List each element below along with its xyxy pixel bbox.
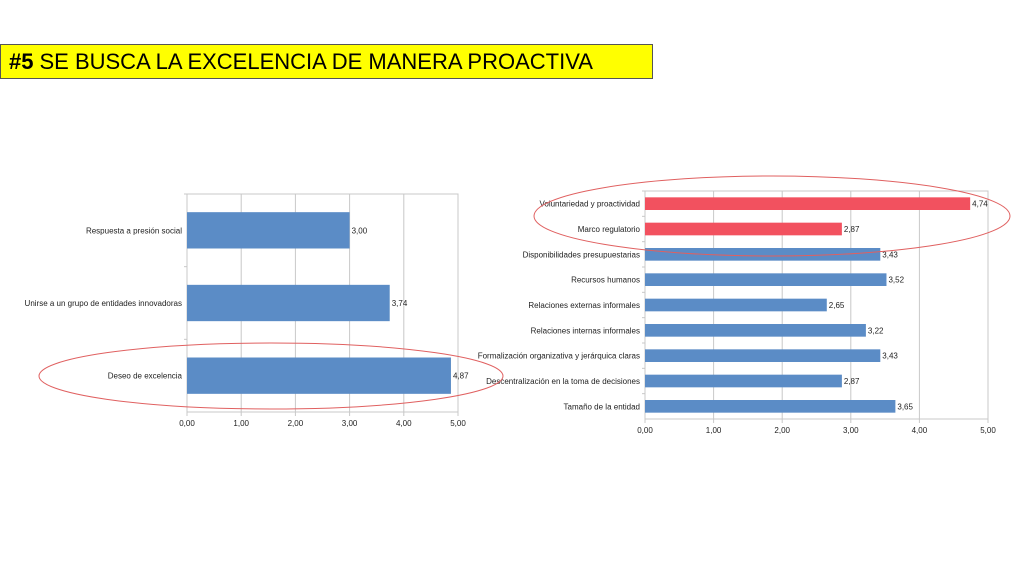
bar xyxy=(645,197,971,210)
value-label: 3,65 xyxy=(897,402,913,411)
highlight-ellipses xyxy=(38,175,1011,410)
x-tick-label: 5,00 xyxy=(980,426,996,435)
bar xyxy=(645,222,842,236)
bar xyxy=(645,248,881,261)
bar xyxy=(645,374,842,388)
x-tick-label: 3,00 xyxy=(342,419,358,428)
x-tick-label: 2,00 xyxy=(774,426,790,435)
chart-right: 0,00 1,00 2,00 3,00 4,00 5,00 Voluntariedad y … xyxy=(478,190,996,435)
highlight-ellipse-left xyxy=(38,342,504,410)
slide-title-text: SE BUSCA LA EXCELENCIA DE MANERA PROACTI… xyxy=(39,48,593,74)
category-label: Recursos humanos xyxy=(571,276,640,285)
value-label: 2,87 xyxy=(844,225,860,234)
x-tick-label: 1,00 xyxy=(706,426,722,435)
value-label: 3,74 xyxy=(392,299,408,308)
value-label: 3,52 xyxy=(888,276,904,285)
category-label: Tamaño de la entidad xyxy=(564,402,641,411)
x-tick-label: 3,00 xyxy=(843,426,859,435)
category-label: Disponibilidades presupuestarias xyxy=(523,250,640,259)
bar xyxy=(645,400,896,413)
value-label: 4,87 xyxy=(453,372,469,381)
value-label: 2,87 xyxy=(844,377,860,386)
x-tick-label: 4,00 xyxy=(396,419,412,428)
category-label: Respuesta a presión social xyxy=(86,226,182,235)
x-tick-label: 2,00 xyxy=(288,419,304,428)
bar xyxy=(645,349,881,362)
category-label: Relaciones internas informales xyxy=(531,326,640,335)
bar xyxy=(645,324,866,337)
highlight-ellipse-right xyxy=(533,175,1011,257)
x-tick-label: 1,00 xyxy=(233,419,249,428)
bar xyxy=(187,212,350,249)
value-label: 2,65 xyxy=(829,301,845,310)
category-label: Formalización organizativa y jerárquica … xyxy=(478,352,640,361)
chart-left: 0,00 1,00 2,00 3,00 4,00 5,00 Respuesta a pres… xyxy=(25,193,469,428)
bar xyxy=(187,284,390,322)
x-tick-label: 4,00 xyxy=(912,426,928,435)
slide-title-number: #5 xyxy=(9,48,34,74)
bar xyxy=(645,273,887,286)
category-label: Marco regulatorio xyxy=(578,225,641,234)
value-label: 3,22 xyxy=(868,326,884,335)
x-tick-label: 0,00 xyxy=(179,419,195,428)
x-tick-label: 5,00 xyxy=(450,419,466,428)
category-label: Relaciones externas informales xyxy=(528,301,640,310)
value-label: 4,74 xyxy=(972,200,988,209)
bar xyxy=(187,357,451,394)
bar xyxy=(645,298,827,312)
value-label: 3,00 xyxy=(352,226,368,235)
value-label: 3,43 xyxy=(882,250,898,259)
value-label: 3,43 xyxy=(882,352,898,361)
category-label: Unirse a un grupo de entidades innovador… xyxy=(25,299,182,308)
slide-title-banner: #5 SE BUSCA LA EXCELENCIA DE MANERA PROA… xyxy=(0,44,653,79)
x-tick-label: 0,00 xyxy=(637,426,653,435)
category-label: Descentralización en la toma de decision… xyxy=(486,377,640,386)
category-label: Deseo de excelencia xyxy=(108,372,183,381)
category-label: Voluntariedad y proactividad xyxy=(539,200,640,209)
